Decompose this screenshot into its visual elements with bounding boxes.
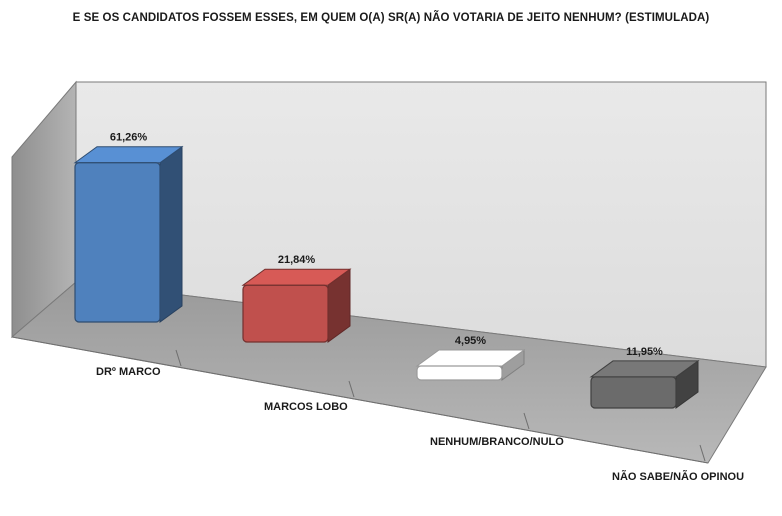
- x-axis-tick: [523, 412, 530, 430]
- x-axis-tick: [175, 349, 182, 367]
- bar-front-face: [416, 365, 503, 381]
- data-label: 21,84%: [278, 254, 316, 266]
- bar-front-face: [590, 376, 677, 409]
- bar-2: [241, 268, 352, 343]
- bar-front-face: [242, 284, 329, 343]
- x-tick-label: MARCOS LOBO: [264, 401, 348, 413]
- bar-side-face: [159, 145, 183, 323]
- bar-3: [415, 349, 526, 381]
- bar-front-face: [74, 162, 161, 323]
- bar-1: [73, 145, 184, 323]
- x-tick-label: DRº MARCO: [96, 366, 161, 378]
- data-label: 4,95%: [455, 335, 486, 347]
- chart-axis-baseline: [11, 336, 709, 464]
- data-label: 61,26%: [110, 132, 148, 144]
- x-tick-label: NÃO SABE/NÃO OPINOU: [612, 470, 744, 483]
- bar-4: [589, 359, 700, 409]
- x-axis-tick: [348, 380, 355, 398]
- x-tick-label: NENHUM/BRANCO/NULO: [430, 436, 564, 448]
- chart-title: E SE OS CANDIDATOS FOSSEM ESSES, EM QUEM…: [72, 12, 710, 24]
- x-axis-tick: [699, 444, 706, 462]
- data-label: 11,95%: [626, 346, 663, 358]
